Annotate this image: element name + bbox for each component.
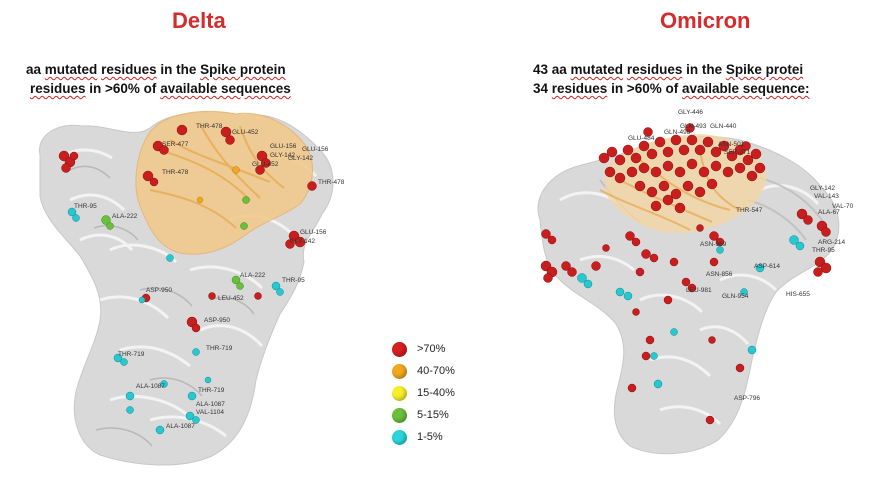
- omicron-residue-label: GLN-440: [710, 123, 737, 130]
- omicron-mutation-spheres: [540, 123, 832, 425]
- omicron-residue-label: ASN-969: [700, 241, 727, 248]
- delta-residue-label: ALA-1087: [196, 401, 225, 408]
- delta-residue-label: GLU-452: [252, 161, 279, 168]
- delta-residue-label: ALA-222: [112, 213, 138, 220]
- delta-residue-label: ALA-222: [240, 272, 266, 279]
- delta-residue-label: THR-95: [74, 203, 97, 210]
- omicron-residue-label: VAL-70: [832, 203, 854, 210]
- delta-subtitle-line1: aa mutated residues in the Spike protein: [26, 62, 286, 77]
- delta-residue-label: THR-478: [196, 123, 223, 130]
- omicron-residue-label: ASN-856: [706, 271, 733, 278]
- omicron-residue-label: ASP-796: [734, 395, 760, 402]
- delta-residue-label: THR-719: [198, 387, 225, 394]
- legend-swatch: [392, 385, 407, 401]
- delta-residue-label: VAL-1104: [196, 409, 224, 416]
- delta-residue-label: GLU-156: [302, 146, 329, 153]
- delta-residue-label: GLY-142: [288, 155, 313, 162]
- omicron-residue-label: SER-371: [724, 149, 751, 156]
- delta-residue-label: THR-478: [318, 179, 345, 186]
- omicron-residue-label: HIS-655: [786, 291, 810, 298]
- omicron-residue-label: THR-95: [812, 247, 835, 254]
- delta-residue-label: GLU-156: [300, 229, 327, 236]
- delta-residue-label: GLY-142: [290, 238, 315, 245]
- delta-subtitle-line2: residues in >60% of available sequences: [30, 81, 291, 96]
- omicron-residue-label: ALA-67: [818, 209, 840, 216]
- legend-item: 1-5%: [392, 426, 512, 448]
- omicron-title: Omicron: [660, 8, 751, 33]
- delta-residue-label: ASP-950: [146, 287, 172, 294]
- delta-residue-label: GLY-142: [270, 152, 295, 159]
- delta-rbd-highlight: [135, 110, 313, 255]
- omicron-residue-label: LEU-981: [686, 287, 712, 294]
- omicron-residue-label: GLY-142: [810, 185, 835, 192]
- delta-residue-label: ASP-950: [204, 317, 230, 324]
- omicron-residue-label: GLN-498: [664, 129, 691, 136]
- delta-residue-label: SER-477: [162, 141, 189, 148]
- omicron-residue-label: THR-547: [736, 207, 763, 214]
- omicron-residue-label: GLU-484: [628, 135, 655, 142]
- omicron-residue-label: GLN-493: [680, 123, 707, 130]
- legend-label: 40-70%: [417, 365, 455, 377]
- delta-residue-label: GLU-452: [232, 129, 259, 136]
- omicron-subtitle: 43 aa mutated residues in the Spike prot…: [533, 60, 853, 100]
- delta-residue-label: ALA-1087: [136, 383, 165, 390]
- delta-residue-label: THR-719: [118, 351, 145, 358]
- omicron-residue-labels: GLY-446 GLN-493 GLN-440 GLU-484 ASN-501 GLN-4…: [628, 109, 854, 402]
- legend-swatch: [392, 363, 407, 379]
- legend-item: >70%: [392, 338, 512, 360]
- omicron-residue-label: ARG-214: [818, 239, 845, 246]
- delta-residue-label: ALA-1087: [166, 423, 195, 430]
- legend-label: 5-15%: [417, 409, 449, 421]
- omicron-residue-label: VAL-143: [814, 193, 839, 200]
- frequency-legend: >70% 40-70% 15-40% 5-15% 1-5%: [392, 338, 512, 448]
- legend-label: 1-5%: [417, 431, 443, 443]
- legend-item: 5-15%: [392, 404, 512, 426]
- omicron-residue-label: GLY-446: [678, 109, 703, 116]
- delta-residue-label: THR-478: [162, 169, 189, 176]
- legend-swatch: [392, 429, 407, 445]
- omicron-residue-label: ASN-501: [718, 141, 745, 148]
- delta-residue-labels: THR-478 GLU-452 GLU-156 GLY-142 GLU-452 GLU-1…: [74, 123, 345, 430]
- legend-label: 15-40%: [417, 387, 455, 399]
- delta-title: Delta: [172, 8, 226, 33]
- delta-residue-label: THR-719: [206, 345, 233, 352]
- legend-swatch: [392, 407, 407, 423]
- omicron-subtitle-line2: 34 residues in >60% of available sequenc…: [533, 81, 810, 96]
- legend-item: 40-70%: [392, 360, 512, 382]
- delta-mutation-spheres: [58, 124, 317, 435]
- delta-residue-label: LEU-452: [218, 295, 244, 302]
- legend-label: >70%: [417, 343, 446, 355]
- omicron-residue-label: GLN-954: [722, 293, 749, 300]
- delta-residue-label: THR-95: [282, 277, 305, 284]
- omicron-subtitle-line1: 43 aa mutated residues in the Spike prot…: [533, 62, 804, 77]
- delta-residue-label: GLU-156: [270, 143, 297, 150]
- omicron-residue-label: ASP-614: [754, 263, 780, 270]
- legend-swatch: [392, 341, 407, 357]
- legend-item: 15-40%: [392, 382, 512, 404]
